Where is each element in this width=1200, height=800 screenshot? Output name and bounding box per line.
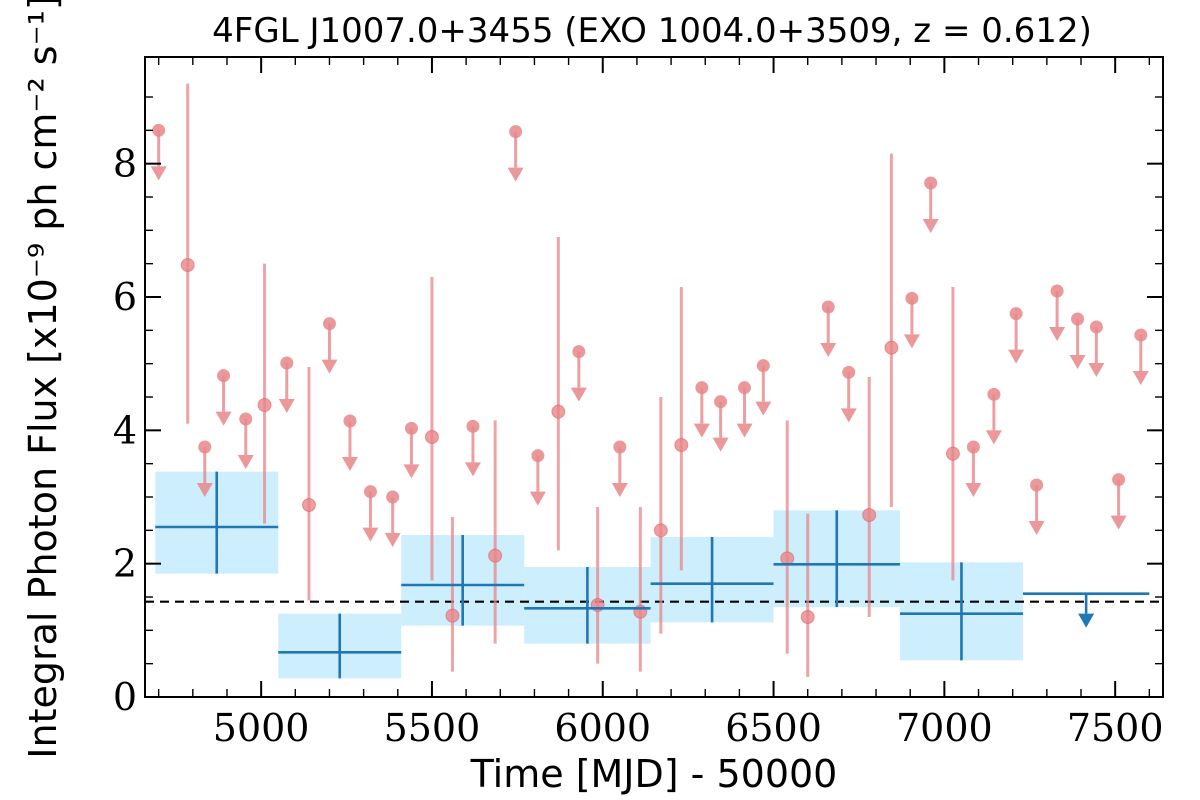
short-bin-upper-limit-point <box>1030 478 1044 492</box>
short-bin-upper-limit-arrow <box>150 166 167 181</box>
short-bin-upper-limit-point <box>217 369 231 383</box>
short-bin-point <box>945 446 960 461</box>
short-bin-upper-limit-point <box>821 300 835 314</box>
short-bin-upper-limit-point <box>842 365 856 379</box>
short-bin-point <box>653 523 668 538</box>
x-axis-label: Time [MJD] - 50000 <box>470 752 838 796</box>
short-bin-upper-limit-point <box>966 440 980 454</box>
short-bin-upper-limit-point <box>924 176 938 190</box>
short-bin-upper-limit-arrow <box>384 533 401 547</box>
short-bin-upper-limit-point <box>1071 312 1085 326</box>
short-bin-upper-limit-arrow <box>922 219 939 233</box>
short-bin-upper-limit-arrow <box>529 491 546 506</box>
short-bin-upper-limit-point <box>738 381 752 395</box>
y-tick-label: 2 <box>113 542 137 586</box>
y-tick-label: 4 <box>113 408 137 452</box>
y-tick-label: 8 <box>113 142 137 186</box>
x-tick-label: 5500 <box>384 706 481 750</box>
short-bin-upper-limit-point <box>363 485 377 499</box>
short-bin-upper-limit-arrow <box>570 387 587 402</box>
plot-frame <box>144 56 1164 698</box>
short-bin-upper-limit-arrow <box>196 483 213 497</box>
short-bin-upper-limit-point <box>695 381 709 395</box>
short-bin-upper-limit-arrow <box>903 334 920 349</box>
short-bin-upper-limit-point <box>1009 307 1023 321</box>
short-bin-upper-limit-arrow <box>1088 363 1105 377</box>
short-bin-point <box>551 404 566 419</box>
plot-area <box>145 83 1163 679</box>
short-bin-upper-limit-arrow <box>1110 515 1127 530</box>
short-bin-upper-limit-point <box>531 449 545 463</box>
short-bin-upper-limit-arrow <box>1132 371 1149 385</box>
short-bin-point <box>884 340 899 355</box>
short-bin-upper-limit-point <box>613 440 627 454</box>
short-bin-point <box>488 548 503 563</box>
y-tick-label: 6 <box>113 275 137 319</box>
short-bin-upper-limit-arrow <box>1028 521 1045 535</box>
long-bin-upper-limit-arrow <box>1078 613 1095 628</box>
short-bin-upper-limit-point <box>1112 473 1126 487</box>
short-bin-upper-limit-point <box>509 125 523 139</box>
short-bin-upper-limit-point <box>1050 284 1064 298</box>
short-bin-point <box>862 508 877 522</box>
short-bin-upper-limit-arrow <box>403 464 420 479</box>
short-bin-upper-limit-arrow <box>1069 355 1086 369</box>
x-tick-label: 7500 <box>1067 706 1164 750</box>
short-bin-upper-limit-arrow <box>820 343 837 357</box>
x-tick-label: 7000 <box>896 706 993 750</box>
short-bin-point <box>780 551 795 566</box>
x-tick-label: 6000 <box>554 706 651 750</box>
short-bin-upper-limit-arrow <box>507 167 524 182</box>
y-tick-label: 0 <box>113 675 137 719</box>
x-tick-label: 5000 <box>213 706 310 750</box>
x-tick-label: 6500 <box>725 706 822 750</box>
short-bin-upper-limit-point <box>466 419 480 433</box>
short-bin-upper-limit-arrow <box>215 411 232 426</box>
short-bin-upper-limit-point <box>152 123 166 137</box>
short-bin-point <box>800 610 815 624</box>
short-bin-upper-limit-point <box>280 356 294 370</box>
short-bin-upper-limit-arrow <box>985 430 1002 445</box>
short-bin-upper-limit-arrow <box>1049 327 1066 341</box>
short-bin-upper-limit-arrow <box>712 437 729 452</box>
short-bin-point <box>424 430 439 444</box>
short-bin-upper-limit-arrow <box>341 457 358 471</box>
short-bin-upper-limit-point <box>1089 320 1103 334</box>
short-bin-upper-limit-point <box>404 421 418 435</box>
short-bin-upper-limit-point <box>239 412 253 426</box>
short-bin-upper-limit-arrow <box>321 359 338 374</box>
short-bin-upper-limit-arrow <box>965 483 982 497</box>
short-bin-point <box>301 498 316 512</box>
short-bin-upper-limit-arrow <box>278 399 295 413</box>
short-bin-point <box>445 608 460 623</box>
y-axis-label: Integral Photon Flux [x10⁻⁹ ph cm⁻² s⁻¹] <box>21 0 65 759</box>
tick-labels: 5000 5500 6000 6500 7000 7500 0 2 4 6 8 <box>113 142 1164 750</box>
short-bin-upper-limit-arrow <box>736 423 753 438</box>
short-bin-upper-limit-point <box>987 387 1001 401</box>
short-bin-point <box>180 258 195 272</box>
short-bin-upper-limit-arrow <box>611 483 628 497</box>
short-bin-upper-limit-point <box>714 395 728 409</box>
short-bin-upper-limit-arrow <box>237 455 254 469</box>
short-bin-upper-limit-point <box>198 440 212 454</box>
short-bin-upper-limit-point <box>756 359 770 373</box>
short-bin-upper-limit-point <box>1134 328 1148 342</box>
short-bin-upper-limit-arrow <box>755 401 772 416</box>
short-bin-point <box>674 438 689 452</box>
short-bin-upper-limit-arrow <box>840 408 857 423</box>
short-bin-upper-limit-arrow <box>362 527 379 542</box>
short-bin-upper-limit-arrow <box>464 462 481 477</box>
short-bin-upper-limit-point <box>343 414 357 428</box>
short-bin-upper-limit-point <box>386 490 400 504</box>
short-bin-upper-limit-point <box>322 317 336 331</box>
short-bin-upper-limit-arrow <box>1008 349 1025 364</box>
short-bin-point <box>257 398 272 412</box>
short-bin-upper-limit-point <box>905 291 919 305</box>
short-bin-upper-limit-arrow <box>693 423 710 438</box>
short-bin-upper-limit-point <box>572 345 586 359</box>
chart-title: 4FGL J1007.0+3455 (EXO 1004.0+3509, z = … <box>212 11 1092 51</box>
